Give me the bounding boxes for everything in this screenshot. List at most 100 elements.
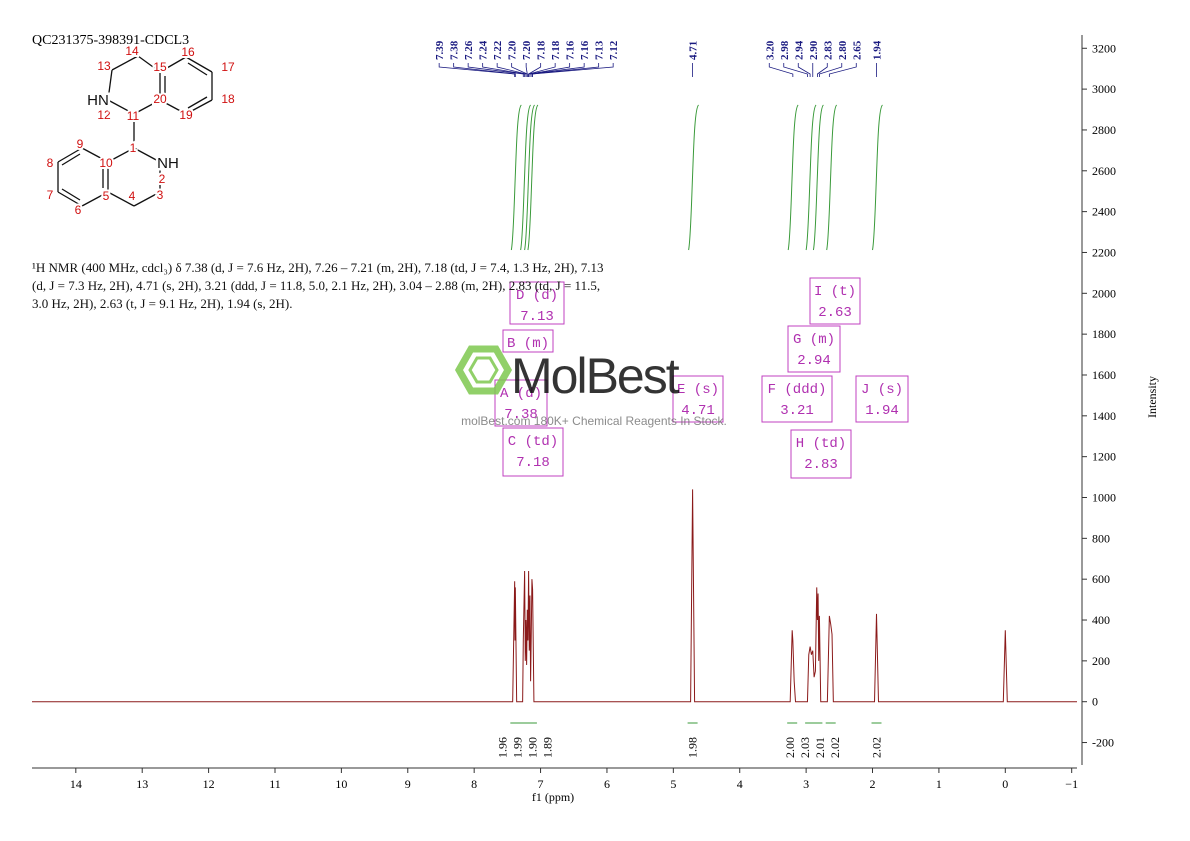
integral-label: 2.02 bbox=[869, 737, 883, 758]
multiplet-shift: 4.71 bbox=[681, 403, 715, 419]
integral-label: 1.90 bbox=[526, 737, 540, 758]
multiplet-box bbox=[761, 375, 833, 423]
peak-label: 2.90 bbox=[808, 40, 820, 60]
bond bbox=[81, 147, 109, 163]
multiplet-label: B (m) bbox=[507, 336, 549, 352]
integral-curve bbox=[510, 104, 522, 251]
x-tick-label: 7 bbox=[538, 777, 544, 791]
atom-number: 8 bbox=[47, 156, 54, 170]
peak-label: 7.13 bbox=[594, 40, 606, 60]
x-tick-label: 14 bbox=[70, 777, 82, 791]
integral-label: 2.01 bbox=[813, 737, 827, 758]
bond bbox=[159, 56, 187, 73]
multiplet-shift: 3.21 bbox=[780, 403, 814, 419]
y-axis-label: Intensity bbox=[1145, 376, 1159, 418]
bond bbox=[107, 147, 135, 163]
multiplet-box bbox=[809, 277, 861, 325]
multiplet-label: F (ddd) bbox=[768, 382, 827, 398]
atom-number: 10 bbox=[99, 156, 113, 170]
integral-curve bbox=[812, 104, 824, 251]
x-axis-label: f1 (ppm) bbox=[532, 790, 574, 804]
atom-number: 20 bbox=[153, 92, 167, 106]
peak-label: 2.65 bbox=[851, 40, 863, 60]
peak-connector bbox=[531, 63, 600, 77]
peak-connector bbox=[438, 63, 516, 77]
atom-number: 17 bbox=[221, 60, 235, 74]
multiplet-label: G (m) bbox=[793, 332, 835, 348]
peak-label: 7.20 bbox=[507, 40, 519, 60]
integral-curve bbox=[805, 104, 817, 251]
atom-number: 13 bbox=[97, 59, 111, 73]
nmr-description: ¹H NMR (400 MHz, cdcl₃) δ 7.38 (d, J = 7… bbox=[32, 260, 604, 311]
peak-label: 7.20 bbox=[521, 40, 533, 60]
integral-label: 2.00 bbox=[783, 737, 797, 758]
y-tick-label: 600 bbox=[1092, 572, 1110, 586]
chart-title: QC231375-398391-CDCL3 bbox=[32, 33, 189, 48]
x-tick-label: 0 bbox=[1002, 777, 1008, 791]
integral-curve bbox=[527, 104, 539, 251]
peak-connector bbox=[528, 63, 556, 77]
bond bbox=[57, 147, 83, 163]
atom-number: 4 bbox=[129, 189, 136, 203]
peak-label: 2.98 bbox=[779, 40, 791, 60]
amine-label: HN bbox=[87, 92, 109, 109]
peak-connector bbox=[496, 63, 527, 77]
x-tick-label: 10 bbox=[335, 777, 347, 791]
y-tick-label: 2000 bbox=[1092, 286, 1116, 300]
watermark-brand: MolBest bbox=[511, 348, 680, 404]
atom-number: 5 bbox=[103, 189, 110, 203]
multiplet-label: C (td) bbox=[508, 434, 558, 450]
multiplet-box bbox=[509, 281, 565, 325]
peak-label: 7.16 bbox=[565, 40, 577, 60]
bond bbox=[107, 69, 113, 101]
x-tick-label: 9 bbox=[405, 777, 411, 791]
y-tick-label: 1600 bbox=[1092, 368, 1116, 382]
multiplet-label: H (td) bbox=[796, 436, 846, 452]
bond bbox=[133, 147, 161, 163]
peak-label: 7.26 bbox=[463, 40, 475, 60]
peak-label: 7.24 bbox=[478, 40, 490, 60]
multiplet-label: E (s) bbox=[677, 382, 719, 398]
multiplet-shift: 1.94 bbox=[865, 403, 899, 419]
multiplet-shift: 2.94 bbox=[797, 353, 831, 369]
bond bbox=[111, 55, 139, 71]
integral-label: 2.02 bbox=[828, 737, 842, 758]
integral-label: 1.89 bbox=[541, 737, 555, 758]
integral-label: 2.03 bbox=[798, 737, 812, 758]
x-tick-label: −1 bbox=[1065, 777, 1078, 791]
integral-curve bbox=[688, 104, 700, 251]
bond bbox=[159, 99, 187, 115]
y-tick-label: 0 bbox=[1092, 695, 1098, 709]
bond bbox=[107, 99, 135, 115]
integral-curve bbox=[826, 104, 838, 251]
peak-connector bbox=[482, 63, 526, 77]
peak-label: 2.94 bbox=[793, 40, 805, 60]
y-tick-label: 400 bbox=[1092, 613, 1110, 627]
peak-label: 3.20 bbox=[764, 40, 776, 60]
multiplet-box bbox=[502, 329, 554, 353]
peak-connector bbox=[819, 63, 843, 77]
bond bbox=[185, 99, 213, 115]
multiplet-box bbox=[790, 429, 852, 479]
amine-label: NH bbox=[157, 155, 179, 172]
multiplet-label: D (d) bbox=[516, 288, 558, 304]
atom-number: 12 bbox=[97, 108, 111, 122]
x-tick-label: 2 bbox=[870, 777, 876, 791]
atom-number: 1 bbox=[130, 141, 137, 155]
peak-label: 7.39 bbox=[434, 40, 446, 60]
x-tick-label: 5 bbox=[670, 777, 676, 791]
peak-label: 7.16 bbox=[579, 40, 591, 60]
bond bbox=[57, 191, 83, 207]
y-tick-label: 3000 bbox=[1092, 82, 1116, 96]
y-tick-label: 2600 bbox=[1092, 164, 1116, 178]
atom-number: 3 bbox=[157, 188, 164, 202]
peak-connector bbox=[797, 63, 811, 77]
atom-number: 15 bbox=[153, 60, 167, 74]
bond bbox=[137, 55, 161, 73]
multiplet-label: I (t) bbox=[814, 284, 856, 300]
peak-label: 2.80 bbox=[837, 40, 849, 60]
watermark-slogan: molBest.com 180K+ Chemical Reagents In S… bbox=[461, 414, 727, 428]
x-tick-label: 13 bbox=[136, 777, 148, 791]
bond bbox=[107, 191, 135, 207]
integral-curve bbox=[520, 104, 532, 251]
